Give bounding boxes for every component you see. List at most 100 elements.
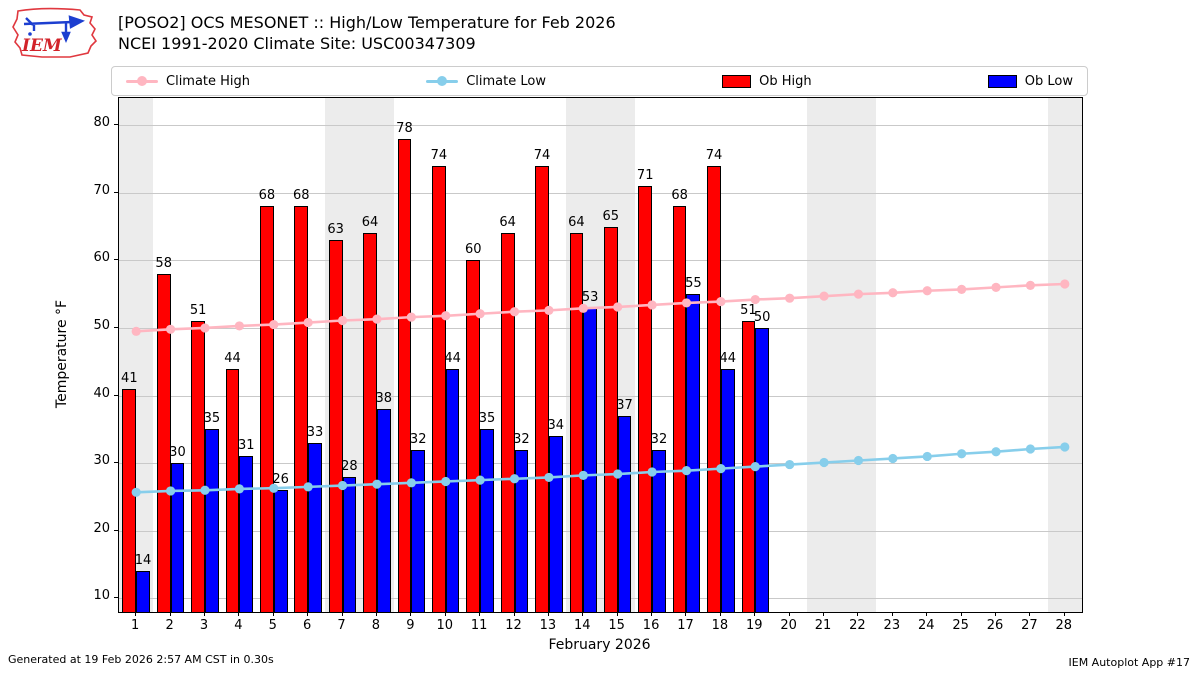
climate-high-marker bbox=[200, 323, 210, 333]
ob-low-value-label: 31 bbox=[237, 438, 255, 454]
ob-low-value-label: 28 bbox=[341, 458, 358, 474]
x-tick-mark bbox=[513, 612, 515, 616]
climate-low-marker bbox=[337, 480, 348, 491]
gridline bbox=[119, 260, 1082, 262]
x-tick-mark bbox=[135, 612, 137, 616]
x-tick-mark bbox=[410, 612, 412, 616]
climate-low-marker bbox=[234, 484, 244, 494]
ob-low-value-label: 44 bbox=[719, 350, 737, 366]
x-tick-label: 25 bbox=[952, 618, 969, 633]
ob-low-value-label: 55 bbox=[685, 276, 702, 292]
y-tick-label: 20 bbox=[93, 520, 110, 536]
ob-high-bar bbox=[707, 165, 721, 612]
ob-low-bar bbox=[652, 449, 666, 612]
ob-high-bar bbox=[294, 206, 309, 612]
x-tick-label: 26 bbox=[986, 618, 1004, 633]
ob-high-value-label: 51 bbox=[189, 303, 207, 319]
ob-high-value-label: 60 bbox=[464, 242, 482, 258]
climate-low-marker bbox=[681, 466, 692, 476]
ob-high-value-label: 68 bbox=[671, 188, 688, 204]
x-tick-label: 13 bbox=[539, 618, 557, 633]
climate-high-marker bbox=[750, 294, 760, 305]
ob-high-legend-patch-icon bbox=[722, 74, 752, 88]
legend-label-climate-high: Climate High bbox=[166, 73, 251, 89]
ob-high-value-label: 64 bbox=[568, 215, 585, 231]
gridline bbox=[119, 463, 1082, 465]
ob-high-value-label: 74 bbox=[430, 147, 448, 163]
ob-low-value-label: 35 bbox=[203, 411, 221, 427]
x-tick-label: 10 bbox=[436, 618, 453, 633]
climate-high-marker bbox=[647, 300, 657, 310]
x-tick-label: 2 bbox=[165, 618, 174, 633]
legend-entry-ob-high: Ob High bbox=[722, 74, 812, 89]
climate-high-legend-marker-icon bbox=[137, 76, 147, 86]
ob-high-bar bbox=[500, 233, 515, 612]
ob-low-value-label: 44 bbox=[444, 350, 461, 366]
gridline bbox=[119, 598, 1082, 600]
x-tick-mark bbox=[375, 612, 377, 616]
ob-low-bar bbox=[204, 429, 219, 612]
ob-high-value-label: 71 bbox=[636, 167, 654, 183]
climate-low-marker bbox=[613, 469, 623, 479]
climate-high-marker bbox=[303, 317, 313, 328]
gridline bbox=[119, 192, 1082, 194]
x-tick-label: 19 bbox=[745, 618, 763, 633]
x-tick-mark bbox=[823, 612, 825, 616]
x-tick-label: 1 bbox=[131, 618, 140, 633]
ob-high-value-label: 63 bbox=[327, 222, 344, 238]
x-tick-mark bbox=[444, 612, 446, 616]
ob-high-bar bbox=[672, 206, 687, 612]
x-tick-mark bbox=[341, 612, 343, 616]
y-tick-mark bbox=[114, 124, 118, 126]
ob-high-value-label: 58 bbox=[155, 255, 172, 271]
y-tick-mark bbox=[114, 462, 118, 464]
ob-high-value-label: 68 bbox=[293, 188, 310, 204]
climate-low-marker bbox=[372, 479, 382, 489]
title-line-2: NCEI 1991-2020 Climate Site: USC00347309 bbox=[118, 34, 476, 53]
climate-low-marker bbox=[165, 486, 176, 496]
ob-high-value-label: 51 bbox=[740, 303, 757, 319]
ob-low-value-label: 53 bbox=[581, 289, 599, 305]
ob-low-bar bbox=[170, 463, 185, 612]
climate-low-marker bbox=[1060, 442, 1070, 452]
climate-low-marker bbox=[750, 461, 760, 472]
legend-label-ob-low: Ob Low bbox=[1024, 73, 1073, 89]
x-tick-mark bbox=[479, 612, 481, 616]
x-tick-mark bbox=[272, 612, 274, 616]
x-tick-label: 7 bbox=[337, 618, 346, 633]
ob-low-bar bbox=[480, 429, 494, 612]
x-tick-label: 5 bbox=[268, 618, 277, 633]
climate-low-marker bbox=[441, 476, 451, 487]
gridline bbox=[119, 125, 1082, 127]
climate-high-marker bbox=[991, 282, 1001, 292]
climate-low-marker bbox=[269, 483, 279, 493]
x-tick-mark bbox=[891, 612, 893, 616]
ob-high-bar bbox=[260, 206, 274, 612]
ob-high-bar bbox=[397, 138, 412, 612]
climate-high-marker bbox=[681, 298, 692, 308]
ob-high-bar bbox=[328, 240, 343, 612]
ob-low-bar bbox=[239, 456, 254, 612]
climate-low-marker bbox=[888, 453, 898, 464]
climate-low-marker bbox=[819, 457, 829, 468]
x-tick-mark bbox=[960, 612, 962, 616]
climate-high-marker bbox=[785, 293, 795, 303]
ob-low-value-label: 32 bbox=[409, 431, 427, 447]
legend: Climate High Climate Low Ob High Ob Low bbox=[111, 66, 1088, 96]
chart-title: [POSO2] OCS MESONET :: High/Low Temperat… bbox=[118, 12, 616, 54]
weekend-band bbox=[806, 98, 876, 612]
ob-low-value-label: 33 bbox=[306, 424, 324, 440]
climate-high-marker bbox=[372, 314, 382, 324]
weekend-band bbox=[1047, 98, 1082, 612]
x-tick-label: 17 bbox=[677, 618, 694, 633]
climate-low-marker bbox=[578, 470, 588, 480]
ob-low-bar bbox=[376, 409, 391, 612]
ob-low-value-label: 38 bbox=[375, 391, 393, 407]
climate-high-legend-line-icon bbox=[126, 76, 158, 86]
x-tick-mark bbox=[857, 612, 859, 616]
gridline bbox=[119, 395, 1082, 397]
climate-high-marker bbox=[337, 315, 348, 326]
x-tick-label: 27 bbox=[1021, 618, 1038, 633]
legend-label-climate-low: Climate Low bbox=[466, 73, 546, 89]
climate-low-legend-line-icon bbox=[426, 76, 459, 86]
